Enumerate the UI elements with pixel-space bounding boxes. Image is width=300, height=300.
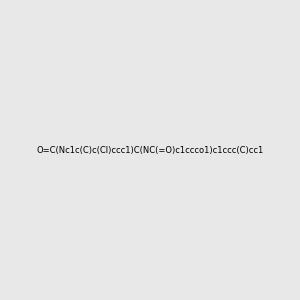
Text: O=C(Nc1c(C)c(Cl)ccc1)C(NC(=O)c1ccco1)c1ccc(C)cc1: O=C(Nc1c(C)c(Cl)ccc1)C(NC(=O)c1ccco1)c1c… <box>36 146 264 154</box>
